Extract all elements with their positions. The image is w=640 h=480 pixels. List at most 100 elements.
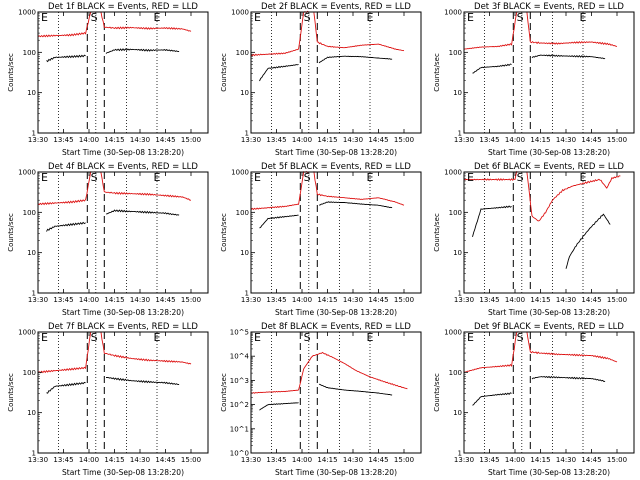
plot-frame	[37, 331, 209, 454]
events-series-line	[318, 383, 393, 396]
x-tick-label: 14:30	[130, 296, 150, 304]
x-tick-label: 15:00	[607, 456, 627, 464]
x-tick-label: 14:30	[343, 456, 363, 464]
time-marker-label: S	[304, 11, 311, 24]
lld-series-line	[100, 331, 192, 365]
y-tick-label: 1000	[18, 169, 36, 177]
lld-series-line	[463, 170, 522, 182]
x-tick-label: 13:30	[28, 456, 48, 464]
y-tick-label: 100	[23, 369, 36, 377]
y-tick-label: 10^5	[230, 329, 249, 337]
lld-series-line	[313, 12, 405, 52]
y-axis-label: Counts/sec	[220, 213, 228, 252]
y-tick-label: 10^1	[230, 425, 249, 433]
plot-frame	[463, 11, 635, 134]
time-marker-label: E	[254, 171, 261, 184]
chart-svg: Det 3f BLACK = Events, RED = LLD Counts/s…	[433, 2, 635, 157]
y-tick-label: 10	[453, 249, 462, 257]
x-tick-label: 13:45	[479, 136, 499, 144]
x-tick-label: 15:00	[181, 296, 201, 304]
events-series-line	[46, 381, 86, 394]
time-marker-label: S	[304, 171, 311, 184]
y-tick-label: 1000	[444, 9, 462, 17]
y-tick-label: 10	[27, 89, 36, 97]
x-tick-label: 13:45	[479, 296, 499, 304]
time-marker-label: E	[41, 331, 48, 344]
x-tick-label: 13:45	[266, 136, 286, 144]
x-tick-label: 15:00	[394, 456, 414, 464]
time-marker-label: E	[154, 11, 161, 24]
y-axis-label: Counts/sec	[7, 53, 15, 92]
y-tick-label: 10	[240, 89, 249, 97]
time-marker-label: E	[580, 171, 587, 184]
lld-series-line	[313, 171, 405, 206]
y-tick-label: 1000	[18, 329, 36, 337]
x-tick-label: 13:45	[53, 136, 73, 144]
events-series-line	[259, 402, 299, 411]
x-tick-label: 14:15	[530, 136, 550, 144]
plot-frame	[463, 331, 635, 454]
detector-panel-3: Det 3f BLACK = Events, RED = LLD Counts/s…	[426, 0, 639, 160]
y-tick-label: 10^3	[230, 377, 249, 385]
x-tick-label: 14:45	[368, 296, 388, 304]
events-series-line	[106, 377, 180, 386]
lld-series-line	[463, 11, 522, 50]
plot-frame	[37, 11, 209, 134]
y-tick-label: 100	[23, 49, 36, 57]
lld-series-line	[37, 171, 96, 206]
x-tick-label: 14:45	[155, 456, 175, 464]
events-series-line	[565, 213, 611, 269]
lld-series-line	[100, 11, 192, 32]
x-tick-label: 13:30	[241, 296, 261, 304]
x-tick-label: 14:00	[505, 136, 525, 144]
x-tick-label: 14:00	[292, 136, 312, 144]
time-marker-label: E	[367, 331, 374, 344]
y-tick-label: 10^2	[230, 401, 249, 409]
y-tick-label: 100	[236, 49, 249, 57]
y-axis-label: Counts/sec	[220, 53, 228, 92]
x-tick-label: 15:00	[394, 136, 414, 144]
y-tick-label: 10	[453, 89, 462, 97]
x-axis-label: Start Time (30-Sep-08 13:28:20)	[62, 468, 184, 477]
x-tick-label: 14:00	[292, 456, 312, 464]
detector-panel-5: Det 5f BLACK = Events, RED = LLD Counts/s…	[213, 160, 426, 320]
x-tick-label: 13:30	[241, 456, 261, 464]
x-tick-label: 14:15	[104, 296, 124, 304]
x-tick-label: 14:45	[368, 456, 388, 464]
detector-panel-6: Det 6f BLACK = Events, RED = LLD Counts/s…	[426, 160, 639, 320]
x-tick-label: 15:00	[394, 296, 414, 304]
y-tick-label: 10^4	[230, 353, 250, 361]
x-tick-label: 14:30	[130, 456, 150, 464]
lld-series-line	[37, 11, 96, 38]
y-tick-label: 1	[458, 450, 462, 458]
events-series-line	[472, 392, 512, 406]
time-marker-label: E	[367, 171, 374, 184]
x-tick-label: 13:45	[479, 456, 499, 464]
x-axis-label: Start Time (30-Sep-08 13:28:20)	[62, 308, 184, 317]
x-tick-label: 14:15	[530, 456, 550, 464]
x-tick-label: 15:00	[181, 456, 201, 464]
x-axis-label: Start Time (30-Sep-08 13:28:20)	[275, 148, 397, 157]
y-tick-label: 1	[245, 290, 249, 298]
x-tick-label: 14:45	[581, 456, 601, 464]
y-tick-label: 100	[449, 369, 462, 377]
y-tick-label: 10^0	[230, 450, 249, 458]
chart-title: Det 3f BLACK = Events, RED = LLD	[474, 2, 624, 12]
events-series-line	[105, 48, 180, 54]
chart-title: Det 4f BLACK = Events, RED = LLD	[48, 162, 198, 172]
x-tick-label: 14:45	[155, 136, 175, 144]
detector-panel-4: Det 4f BLACK = Events, RED = LLD Counts/s…	[0, 160, 213, 320]
y-tick-label: 10	[240, 249, 249, 257]
x-tick-label: 13:45	[53, 296, 73, 304]
x-tick-label: 14:30	[556, 136, 576, 144]
x-tick-label: 14:00	[79, 296, 99, 304]
x-axis-label: Start Time (30-Sep-08 13:28:20)	[488, 468, 610, 477]
x-tick-label: 13:30	[454, 136, 474, 144]
y-tick-label: 1	[32, 130, 36, 138]
lld-series-line	[37, 331, 96, 374]
y-tick-label: 100	[23, 209, 36, 217]
x-axis-label: Start Time (30-Sep-08 13:28:20)	[62, 148, 184, 157]
x-tick-label: 13:30	[454, 296, 474, 304]
chart-svg: Det 6f BLACK = Events, RED = LLD Counts/s…	[433, 162, 635, 317]
x-tick-label: 13:30	[241, 136, 261, 144]
